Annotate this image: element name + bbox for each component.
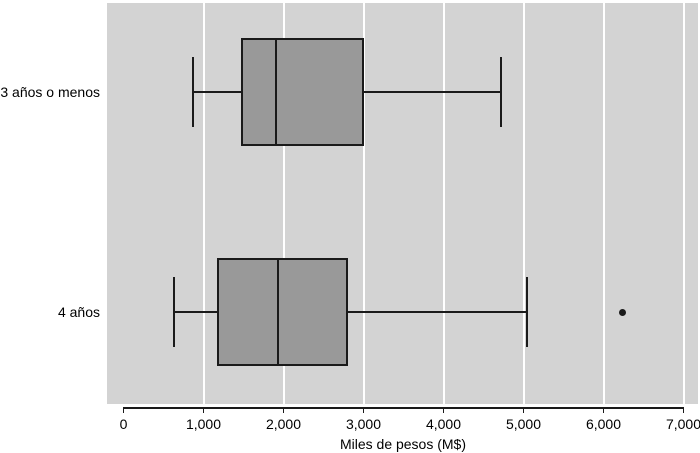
iqr-box	[240, 38, 364, 146]
x-tick-label: 3,000	[345, 416, 382, 432]
x-tick	[682, 407, 685, 413]
x-tick-label: 0	[119, 416, 128, 432]
gridline	[362, 3, 365, 404]
whisker-cap-low	[173, 277, 175, 347]
whisker-line-high	[346, 311, 527, 313]
iqr-box	[216, 258, 348, 366]
category-label: 4 años	[57, 304, 100, 320]
median-line	[275, 38, 278, 146]
x-tick-label: 5,000	[505, 416, 542, 432]
x-tick	[282, 407, 285, 413]
x-tick	[362, 407, 365, 413]
x-tick	[202, 407, 205, 413]
gridline	[282, 3, 285, 404]
x-tick	[122, 407, 125, 413]
x-axis-line	[122, 407, 685, 409]
x-tick-label: 7,000	[665, 416, 700, 432]
whisker-cap-low	[192, 57, 194, 127]
x-tick	[442, 407, 445, 413]
whisker-line-low	[173, 311, 218, 313]
x-tick-label: 4,000	[425, 416, 462, 432]
gridline	[442, 3, 445, 404]
x-tick	[602, 407, 605, 413]
median-line	[276, 258, 279, 366]
whisker-cap-high	[526, 277, 528, 347]
gridline	[602, 3, 605, 404]
x-tick-label: 6,000	[585, 416, 622, 432]
whisker-cap-high	[500, 57, 502, 127]
gridline	[202, 3, 205, 404]
whisker-line-low	[193, 91, 242, 93]
whisker-line-high	[362, 91, 502, 93]
gridline	[682, 3, 685, 404]
plot-area	[107, 3, 698, 404]
category-label: 3 años o menos	[0, 84, 100, 100]
x-tick-label: 1,000	[185, 416, 222, 432]
outlier-point	[619, 308, 627, 316]
x-tick	[522, 407, 525, 413]
x-axis-title: Miles de pesos (M$)	[339, 436, 467, 452]
gridline	[522, 3, 525, 404]
x-tick-label: 2,000	[265, 416, 302, 432]
